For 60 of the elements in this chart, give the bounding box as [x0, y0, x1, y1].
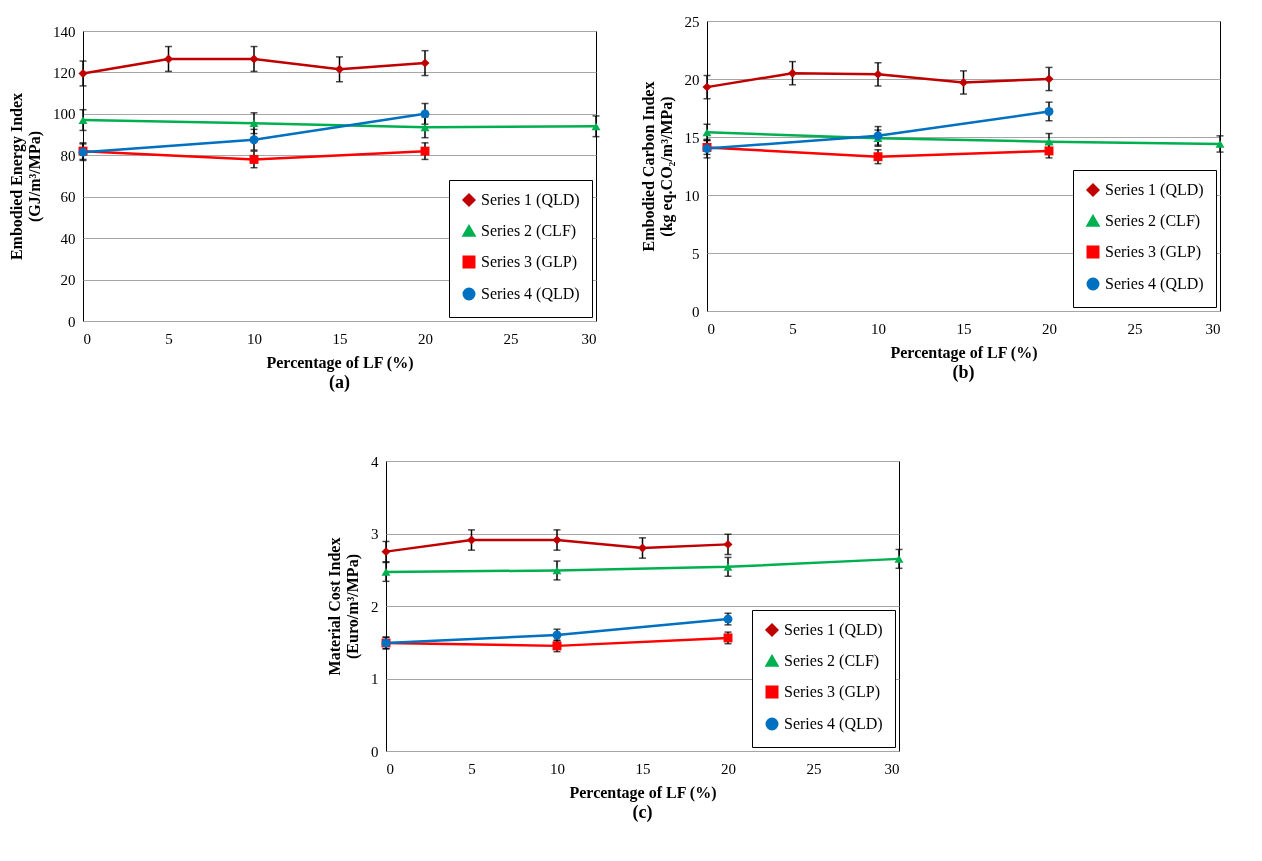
legend-label: Series 3 (GLP): [481, 253, 577, 271]
x-axis-title: Percentage of LF (%): [569, 783, 717, 802]
x-tick-label: 5: [165, 330, 173, 347]
text: (b): [952, 362, 975, 383]
y-tick-label: 120: [53, 64, 76, 81]
y-tick-label: 100: [53, 106, 76, 123]
y-tick-label: 2: [371, 598, 379, 615]
text: (a): [329, 372, 350, 393]
x-axis-title: Percentage of LF (%): [266, 353, 414, 372]
y-tick-label: 10: [684, 187, 700, 204]
y-tick-label: 0: [692, 303, 700, 320]
y-tick-label: 140: [53, 23, 76, 40]
x-tick-label: 0: [707, 320, 715, 337]
x-tick-label: 5: [468, 760, 476, 777]
y-tick-label: 60: [60, 189, 76, 206]
y-tick-label: 15: [684, 129, 700, 146]
y-axis-title: Embodied Energy Index (GJ/m³/MPa): [8, 92, 44, 261]
x-tick-label: 25: [806, 760, 822, 777]
y-tick-label: 40: [60, 230, 76, 247]
legend-label: Series 1 (QLD): [1105, 181, 1204, 199]
x-tick-label: 15: [956, 320, 972, 337]
y-axis-title: Material Cost Index (Euro/m³/MPa): [326, 537, 362, 676]
x-tick-label: 30: [1205, 320, 1221, 337]
legend-label: Series 1 (QLD): [481, 191, 580, 209]
legend-label: Series 3 (GLP): [1105, 243, 1201, 261]
y-tick-label: 0: [371, 743, 379, 760]
y-tick-label: 20: [60, 272, 76, 289]
x-tick-label: 15: [332, 330, 348, 347]
legend-label: Series 2 (CLF): [1105, 212, 1201, 230]
x-tick-label: 0: [386, 760, 394, 777]
x-tick-label: 30: [884, 760, 900, 777]
x-tick-label: 10: [247, 330, 262, 347]
y-axis-title: Embodied Carbon Index (kg eq.CO₂/m³/MPa): [639, 81, 676, 252]
x-tick-label: 25: [1127, 320, 1143, 337]
legend-label: Series 1 (QLD): [784, 621, 883, 639]
legend-label: Series 2 (CLF): [784, 652, 880, 670]
x-tick-label: 20: [418, 330, 433, 347]
legend-label: Series 2 (CLF): [481, 222, 577, 240]
y-tick-label: 3: [371, 526, 379, 542]
x-tick-label: 0: [83, 330, 91, 347]
y-tick-label: 80: [60, 147, 76, 164]
x-tick-label: 10: [550, 760, 565, 777]
x-tick-label: 20: [721, 760, 736, 777]
legend-label: Series 3 (GLP): [784, 683, 880, 701]
x-axis-title: Percentage of LF (%): [890, 343, 1038, 362]
y-tick-label: 20: [684, 71, 700, 88]
x-tick-label: 20: [1042, 320, 1057, 337]
y-tick-label: 25: [684, 13, 700, 30]
legend-label: Series 4 (QLD): [1105, 275, 1204, 293]
y-tick-label: 4: [371, 453, 379, 470]
text: (c): [632, 802, 653, 823]
x-tick-label: 15: [635, 760, 651, 777]
x-tick-label: 30: [581, 330, 597, 347]
x-tick-label: 5: [789, 320, 797, 337]
legend-label: Series 4 (QLD): [784, 715, 883, 733]
y-tick-label: 1: [371, 671, 379, 687]
y-tick-label: 5: [692, 245, 700, 262]
x-tick-label: 25: [503, 330, 519, 347]
x-tick-label: 10: [871, 320, 886, 337]
legend-label: Series 4 (QLD): [481, 285, 580, 303]
